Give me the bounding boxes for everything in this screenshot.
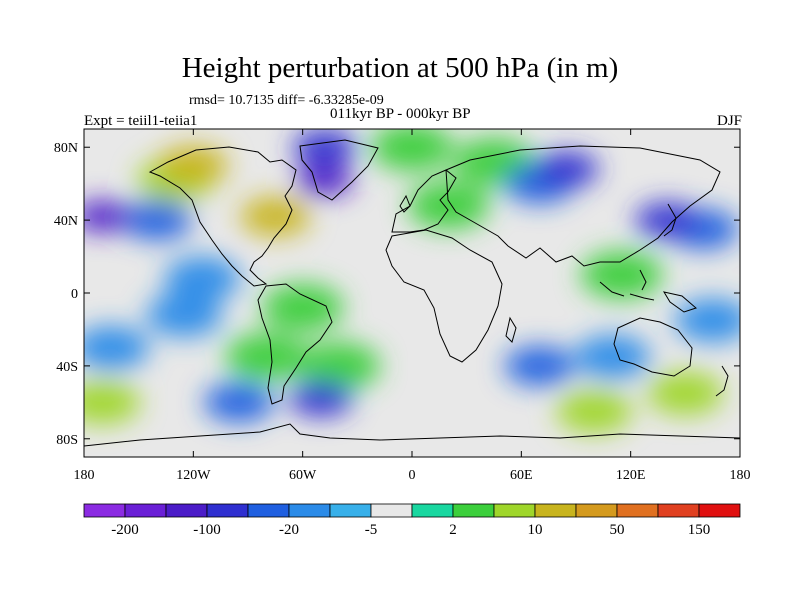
colorbar-tick-label: 150: [688, 522, 711, 538]
x-tick-label: 180: [730, 468, 751, 483]
anomaly-center: [164, 256, 241, 301]
y-tick-label: 40S: [56, 360, 78, 375]
colorbar-swatch: [165, 503, 208, 518]
anomaly-center: [288, 380, 353, 417]
coastlines: [84, 139, 740, 447]
anomaly-field: [84, 129, 740, 434]
anomaly-center: [225, 332, 308, 381]
colorbar: -200 -100 -20 -5 2 10 50 150: [83, 503, 741, 538]
anomaly-center: [504, 345, 575, 386]
colorbar-tick-label: -20: [279, 522, 299, 538]
anomaly-center: [647, 371, 724, 416]
anomaly-center: [158, 145, 229, 186]
anomaly-center: [371, 129, 453, 172]
colorbar-swatch: [698, 503, 741, 518]
anomaly-center: [556, 389, 633, 434]
anomaly-center: [407, 181, 490, 230]
colorbar-swatch: [657, 503, 700, 518]
anomaly-center: [574, 334, 651, 379]
x-tick-label: 60W: [289, 468, 317, 483]
stats-line: rmsd= 10.7135 diff= -6.33285e-09: [189, 93, 384, 108]
colorbar-swatch: [124, 503, 167, 518]
x-tick-label: 120W: [176, 468, 211, 483]
colorbar-swatch: [452, 503, 495, 518]
anomaly-center: [292, 129, 357, 166]
y-tick-label: 0: [71, 287, 78, 302]
anomaly-center: [121, 200, 192, 241]
colorbar-swatch: [206, 503, 249, 518]
y-tick-label: 80S: [56, 433, 78, 448]
colorbar-swatch: [493, 503, 536, 518]
anomaly-center: [203, 382, 274, 423]
anomaly-center: [580, 250, 663, 299]
anomaly-center: [298, 341, 381, 390]
colorbar-swatch: [83, 503, 126, 518]
colorbar-tick-label: -100: [193, 522, 221, 538]
y-tick-label: 40N: [54, 214, 78, 229]
colorbar-tick-label: 10: [528, 522, 543, 538]
anomaly-center: [674, 298, 740, 343]
axes: 180 120W 60W 0 60E 120E 180 80N 40N 0 40S 80S: [54, 129, 751, 483]
colorbar-tick-label: 50: [610, 522, 625, 538]
y-tick-label: 80N: [54, 141, 78, 156]
anomaly-center: [295, 164, 354, 197]
anomaly-center: [146, 292, 223, 337]
chart-title: Height perturbation at 500 hPa (in m): [181, 52, 619, 84]
colorbar-swatch: [247, 503, 290, 518]
anomaly-center: [534, 151, 599, 188]
anomaly-center: [240, 196, 311, 237]
colorbar-swatch: [575, 503, 618, 518]
anomaly-center: [84, 325, 150, 370]
x-tick-label: 0: [409, 468, 416, 483]
colorbar-swatch: [616, 503, 659, 518]
experiment-label: Expt = teiil1-teiia1: [84, 113, 198, 129]
colorbar-swatch: [534, 503, 577, 518]
x-tick-label: 180: [74, 468, 95, 483]
colorbar-tick-label: -200: [111, 522, 139, 538]
x-tick-label: 60E: [510, 468, 533, 483]
colorbar-tick-label: 2: [449, 522, 457, 538]
x-tick-label: 120E: [616, 468, 646, 483]
anomaly-center: [261, 283, 344, 332]
anomaly-center: [635, 202, 700, 239]
colorbar-swatch: [288, 503, 331, 518]
colorbar-swatch: [370, 503, 413, 518]
anomaly-center: [84, 200, 132, 233]
colorbar-swatch: [411, 503, 454, 518]
season-label: DJF: [716, 113, 742, 129]
chart-subtitle: 011kyr BP - 000kyr BP: [330, 106, 471, 122]
anomaly-center: [84, 380, 141, 425]
colorbar-tick-label: -5: [365, 522, 378, 538]
colorbar-swatch: [329, 503, 372, 518]
